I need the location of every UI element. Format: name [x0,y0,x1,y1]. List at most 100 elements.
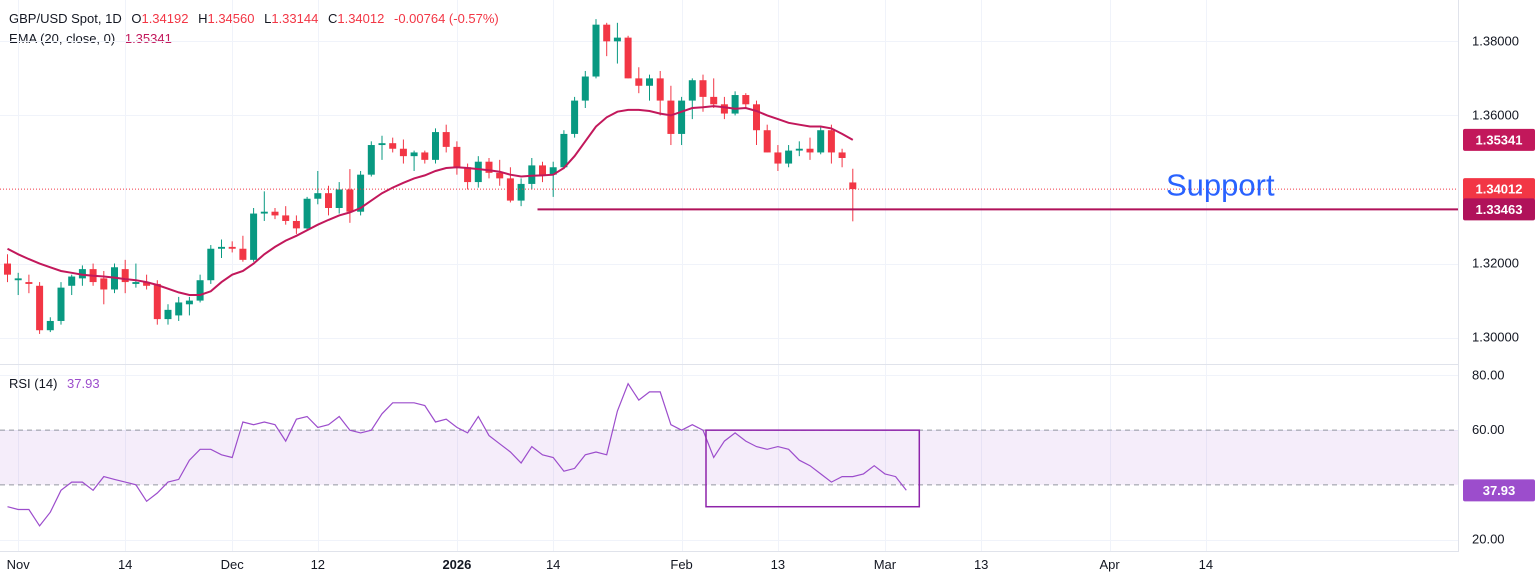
time-tick-label: 14 [546,557,560,572]
candle-body [36,285,44,331]
time-tick-label: 12 [311,557,325,572]
candle-body [218,246,225,249]
candle-body [603,24,611,42]
candle-body [68,276,76,286]
time-tick-label: Mar [874,557,897,572]
candle-body [389,143,397,149]
candle-body [667,100,675,134]
rsi-band [0,429,1458,486]
candle-body [260,211,268,214]
candle-body [849,182,857,190]
candle-body [496,172,504,179]
price-tick-label: 1.36000 [1472,107,1519,122]
candle-body [432,132,439,160]
candle-body [132,282,140,284]
candle-body [774,152,782,164]
rsi-line [7,382,907,527]
candle-body [453,146,461,168]
candle-body [303,198,311,229]
time-tick-label: Nov [7,557,31,572]
candle-body [335,189,343,208]
candle-body [742,95,750,105]
rsi-legend: RSI (14) 37.93 [9,376,100,391]
candle-body [688,80,696,101]
candle-body [250,213,258,260]
candle-body [292,220,300,229]
candle-body [164,309,172,320]
rsi-tick-label: 60.00 [1472,422,1505,437]
candle-body [46,320,54,331]
rsi-axis: 80.00 60.00 20.00 [1472,367,1505,546]
candle-body [325,193,332,208]
time-tick-label: Dec [221,557,245,572]
price-tick-label: 1.38000 [1472,33,1519,48]
candle-body [57,287,65,321]
time-tick-label: 14 [1199,557,1213,572]
time-tick-label: 13 [771,557,785,572]
support-price-tag-text: 1.33463 [1476,202,1523,217]
time-tick-label: 13 [974,557,988,572]
candle-body [378,143,386,146]
candle-body [442,132,450,147]
candle-body [539,165,546,175]
candle-body [817,130,825,153]
low-value: 1.33144 [271,11,319,26]
candle-body [153,283,161,320]
ema-price-tag-text: 1.35341 [1476,132,1523,147]
rsi-value-tag-text: 37.93 [1483,483,1516,498]
candle-body [806,148,814,153]
price-axis: 1.38000 1.36000 1.32000 1.30000 [1472,33,1519,344]
candle-body [196,280,204,301]
candle-body [485,161,493,173]
candle-body [753,104,760,131]
change-value: -0.00764 (-0.57%) [393,11,499,26]
rsi-label: RSI (14) [9,376,58,391]
candle-body [239,248,247,260]
candle-body [314,193,322,199]
candle-body [571,100,579,134]
candle-body [560,133,568,168]
candle-body [613,37,621,42]
time-tick-label: Feb [670,557,692,572]
candle-body [4,263,11,275]
candle-body [646,78,653,86]
rsi-value-tag: 37.93 [1463,479,1535,502]
candle-body [656,78,664,101]
candle-body [699,80,707,97]
candle-body [474,161,482,183]
rsi-band-fill [0,430,1458,485]
time-tick-label: 2026 [442,557,471,572]
candle-body [592,24,600,77]
candle-body [143,282,151,286]
open-value: 1.34192 [141,11,189,26]
candle-body [678,100,686,134]
close-label: C [327,11,338,26]
price-tick-label: 1.30000 [1472,330,1519,345]
candle-body [207,248,215,281]
ema-legend: EMA (20, close, 0) 1.35341 [9,31,172,46]
candle-body [346,189,354,212]
candle-body [367,145,375,175]
candle-body [357,174,365,212]
rsi-value: 37.93 [67,376,100,391]
candle-body [185,300,193,305]
high-value: 1.34560 [207,11,255,26]
symbol-label: GBP/USD Spot, 1D [9,11,122,26]
candle-body [838,152,846,158]
candle-body [720,104,728,114]
candle-body [710,96,718,105]
close-price-tag: 1.34012 [1463,178,1535,201]
candle-body [175,302,183,316]
rsi-tick-label: 80.00 [1472,367,1505,382]
time-tick-label: Apr [1099,557,1120,572]
candle-body [827,130,835,153]
candle-body [581,76,589,101]
close-value: 1.34012 [337,11,385,26]
ema-line [7,105,854,296]
candle-body [731,95,739,114]
low-label: L [264,11,272,26]
candle-body [635,78,643,86]
open-label: O [131,11,142,26]
price-legend: GBP/USD Spot, 1D O1.34192 H1.34560 L1.33… [9,11,499,26]
